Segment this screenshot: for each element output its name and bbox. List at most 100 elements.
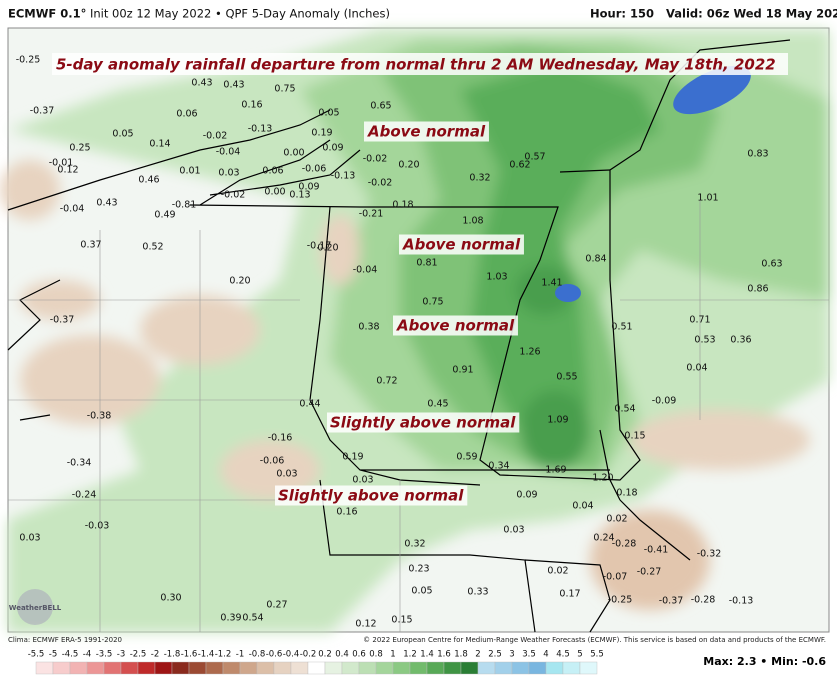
colorbar-swatch [579, 661, 598, 675]
colorbar-label: -5.5 [28, 650, 45, 660]
annotation-box [275, 485, 468, 506]
colorbar-label: -1.8 [164, 650, 181, 660]
point-value: -0.09 [652, 396, 677, 407]
point-value: 0.05 [112, 129, 133, 140]
colorbar-label: -5 [49, 650, 57, 660]
point-value: 0.15 [624, 431, 645, 442]
point-value: 0.54 [614, 404, 635, 415]
point-value: -0.24 [72, 490, 97, 501]
point-value: 0.24 [593, 533, 614, 544]
annotation-label: Above normal [367, 123, 486, 141]
colorbar-label: -1 [236, 650, 244, 660]
colorbar-swatch [307, 661, 326, 675]
point-value: 0.59 [456, 452, 477, 463]
annotation-label: Above normal [402, 236, 521, 254]
point-value: 0.45 [427, 399, 448, 410]
point-value: -0.13 [331, 171, 356, 182]
point-value: -0.37 [50, 315, 75, 326]
colorbar-label: 5 [577, 650, 582, 660]
point-value: -0.02 [203, 131, 228, 142]
colorbar-label: 0.2 [318, 650, 332, 660]
colorbar-swatch [392, 661, 411, 675]
annotations: 5-day anomaly rainfall departure from no… [52, 53, 788, 506]
point-value: 0.43 [191, 78, 212, 89]
point-value: 0.03 [19, 533, 40, 544]
point-value: -0.25 [16, 55, 41, 66]
point-value: 0.09 [516, 490, 537, 501]
point-value: 0.27 [266, 600, 287, 611]
point-value: 0.54 [242, 613, 263, 624]
county-lines [8, 200, 829, 632]
point-value: 0.36 [730, 335, 751, 346]
point-value: 0.33 [467, 587, 488, 598]
point-value: -0.17 [307, 241, 332, 252]
colorbar-label: -4 [83, 650, 91, 660]
colorbar-swatch [562, 661, 581, 675]
colorbar-swatch [137, 661, 156, 675]
colorbar-label: -3 [117, 650, 125, 660]
max-anomaly-area [555, 284, 581, 302]
point-value: 0.09 [322, 143, 343, 154]
point-value: 0.13 [289, 190, 310, 201]
colorbar-label: -0.2 [300, 650, 317, 660]
point-value: 1.01 [697, 193, 718, 204]
point-value: -0.02 [221, 190, 246, 201]
point-value: -0.28 [691, 595, 716, 606]
hour: Hour: 150 [590, 7, 654, 21]
point-value: 0.75 [274, 84, 295, 95]
point-value: 0.16 [241, 100, 262, 111]
point-value: 0.12 [355, 619, 376, 630]
colorbar-swatch [460, 661, 479, 675]
colorbar-label: -1.4 [198, 650, 215, 660]
point-value: -0.37 [30, 106, 55, 117]
point-value: -0.04 [216, 147, 241, 158]
annotation-label: Slightly above normal [330, 414, 516, 432]
point-value: 0.23 [408, 564, 429, 575]
annotation-box [327, 412, 520, 433]
colorbar-label: -3.5 [96, 650, 113, 660]
point-value: 0.00 [264, 187, 285, 198]
point-value: 0.46 [138, 175, 159, 186]
point-value: 1.08 [462, 216, 483, 227]
colorbar-swatch [171, 661, 190, 675]
point-value: -0.32 [697, 549, 722, 560]
colorbar-label: 1.6 [437, 650, 451, 660]
point-value: -0.02 [368, 178, 393, 189]
annotation-box [393, 315, 518, 336]
colorbar-swatch [324, 661, 343, 675]
point-value: 0.09 [298, 182, 319, 193]
colorbar-label: -1.2 [215, 650, 232, 660]
point-value: 0.63 [761, 259, 782, 270]
point-value: 0.71 [689, 315, 710, 326]
colorbar-swatch [205, 661, 224, 675]
logo-globe [17, 589, 53, 625]
point-value: 0.37 [80, 240, 101, 251]
point-value: 0.81 [416, 258, 437, 269]
colorbar-swatch [358, 661, 377, 675]
point-value: -0.06 [302, 164, 327, 175]
annotation-box [399, 234, 524, 255]
colorbar-label: -2 [151, 650, 159, 660]
point-value: 0.20 [398, 160, 419, 171]
point-value: 0.32 [404, 539, 425, 550]
annotation-label: Slightly above normal [278, 487, 464, 505]
point-value: 0.02 [606, 514, 627, 525]
point-value: 0.19 [311, 128, 332, 139]
colorbar-swatch [477, 661, 496, 675]
colorbar: -5.5 -5 -4.5 -4 -3.5 -3 -2.5 -2 -1.8 -1.6 -1.4 -1.2… [28, 650, 604, 675]
point-value: -0.01 [49, 158, 74, 169]
colorbar-swatch [341, 661, 360, 675]
max-anomaly-area [673, 65, 751, 115]
point-value: 0.57 [524, 152, 545, 163]
colorbar-label: -4.5 [62, 650, 79, 660]
point-value: 0.83 [747, 149, 768, 160]
point-value: -0.06 [260, 456, 285, 467]
point-value: -0.21 [359, 209, 384, 220]
point-value: 0.17 [559, 589, 580, 600]
point-value: -0.03 [85, 521, 110, 532]
point-value: 0.06 [176, 109, 197, 120]
point-value: 0.55 [556, 372, 577, 383]
point-value: 0.25 [69, 143, 90, 154]
title-box [52, 53, 788, 75]
